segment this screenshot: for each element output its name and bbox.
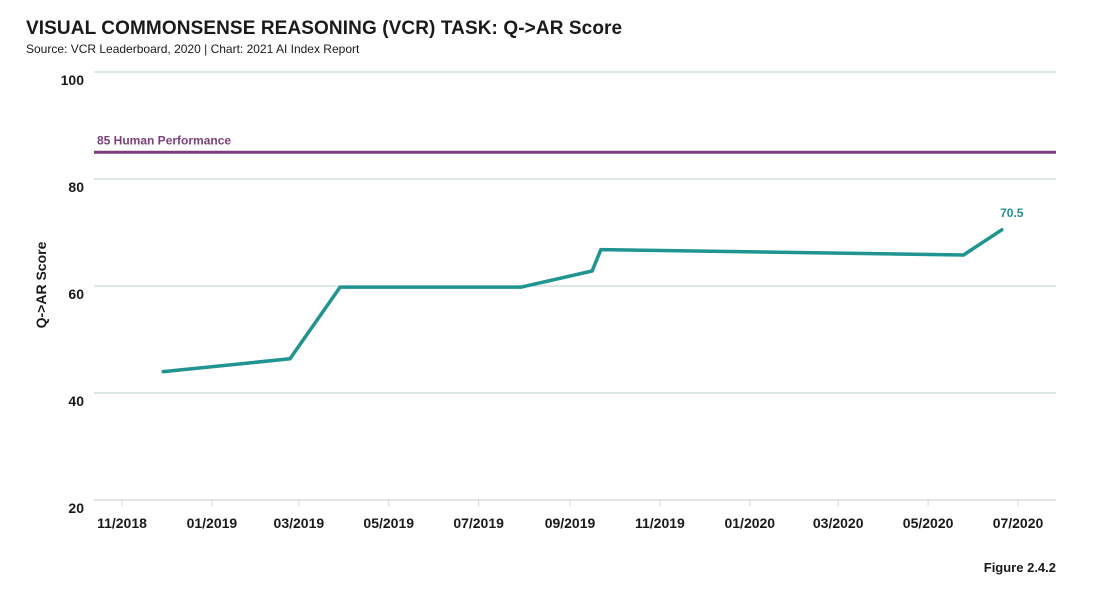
x-tick-label: 05/2020 <box>903 515 954 531</box>
x-tick-label: 07/2019 <box>453 515 504 531</box>
x-tick-label: 09/2019 <box>545 515 596 531</box>
y-axis-label: Q->AR Score <box>33 241 49 328</box>
y-tick-label: 100 <box>61 72 85 88</box>
data-label-group: 70.5 <box>1000 206 1024 220</box>
y-tick-label: 20 <box>68 500 84 516</box>
y-tick-label: 80 <box>68 179 84 195</box>
reference-line-group: 85 Human Performance <box>94 133 1056 154</box>
series-point <box>590 269 594 273</box>
chart-title: VISUAL COMMONSENSE REASONING (VCR) TASK:… <box>26 18 623 39</box>
x-tick-label: 07/2020 <box>993 515 1044 531</box>
series-point <box>161 370 165 374</box>
series-point <box>1000 228 1004 232</box>
y-tick-label: 40 <box>68 393 84 409</box>
x-tick-label: 01/2019 <box>187 515 238 531</box>
series-point <box>519 285 523 289</box>
series-point <box>599 248 603 252</box>
y-axis-ticks: 20 40 60 80 100 <box>61 72 85 516</box>
human-performance-label: 85 Human Performance <box>97 133 231 147</box>
series-point <box>338 285 342 289</box>
series-line <box>161 228 1004 374</box>
data-label: 70.5 <box>1000 206 1024 220</box>
series-point <box>288 357 292 361</box>
x-tick-label: 11/2019 <box>635 515 685 531</box>
x-axis-ticks: 11/2018 01/2019 03/2019 05/2019 07/2019 09/20… <box>97 500 1044 531</box>
x-tick-label: 03/2020 <box>813 515 864 531</box>
x-tick-label: 01/2020 <box>724 515 775 531</box>
y-tick-label: 60 <box>68 286 84 302</box>
x-tick-label: 05/2019 <box>363 515 414 531</box>
series-group <box>161 228 1004 374</box>
series-point <box>961 253 966 257</box>
figure-label: Figure 2.4.2 <box>983 560 1056 575</box>
chart-source: Source: VCR Leaderboard, 2020 | Chart: 2… <box>26 42 360 56</box>
x-tick-label: 11/2018 <box>97 515 147 531</box>
gridlines <box>94 71 1056 501</box>
x-tick-label: 03/2019 <box>274 515 325 531</box>
